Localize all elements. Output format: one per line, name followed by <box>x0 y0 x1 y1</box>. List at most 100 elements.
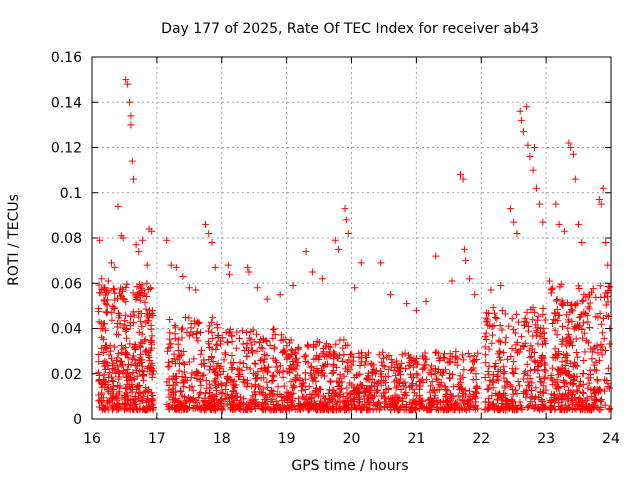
data-point <box>513 405 521 413</box>
data-point <box>523 360 531 368</box>
data-point <box>147 325 155 333</box>
data-point <box>184 393 192 401</box>
data-point <box>275 403 283 411</box>
data-point <box>592 366 600 374</box>
data-point <box>123 366 131 374</box>
data-point <box>137 318 145 326</box>
data-point <box>320 405 328 413</box>
data-point <box>263 378 271 386</box>
data-point <box>594 377 602 385</box>
data-point <box>312 388 320 396</box>
data-point <box>300 393 308 401</box>
data-point <box>225 375 233 383</box>
data-point <box>484 368 492 376</box>
data-point <box>539 304 547 312</box>
data-point <box>253 375 261 383</box>
data-point <box>586 324 594 332</box>
data-point <box>432 252 440 260</box>
data-point <box>588 402 596 410</box>
data-point <box>539 218 547 226</box>
chart-title: Day 177 of 2025, Rate Of TEC Index for r… <box>161 21 539 37</box>
data-point <box>334 391 342 399</box>
data-point <box>248 382 256 390</box>
data-point <box>551 345 559 353</box>
data-point <box>601 347 609 355</box>
data-point <box>574 387 582 395</box>
data-point <box>172 405 180 413</box>
data-point <box>527 394 535 402</box>
data-point <box>528 345 536 353</box>
data-point <box>179 359 187 367</box>
data-point <box>559 364 567 372</box>
data-point <box>583 337 591 345</box>
data-point <box>110 285 118 293</box>
data-point <box>454 392 462 400</box>
data-point <box>422 297 430 305</box>
data-point <box>114 363 122 371</box>
data-point <box>395 406 403 414</box>
data-point <box>198 372 206 380</box>
data-point <box>434 365 442 373</box>
data-point <box>348 350 356 358</box>
data-point <box>362 404 370 412</box>
data-point <box>106 368 114 376</box>
data-point <box>567 388 575 396</box>
data-point <box>556 390 564 398</box>
data-point <box>228 376 236 384</box>
data-point <box>319 362 327 370</box>
data-point <box>573 362 581 370</box>
data-point <box>116 311 124 319</box>
data-point <box>588 348 596 356</box>
data-point <box>597 200 605 208</box>
data-point <box>138 367 146 375</box>
data-point <box>135 248 143 256</box>
data-point <box>510 218 518 226</box>
data-point <box>191 320 199 328</box>
data-point <box>202 390 210 398</box>
data-point <box>497 282 505 290</box>
data-point <box>334 383 342 390</box>
data-point <box>558 340 566 348</box>
data-point <box>555 311 563 319</box>
data-point <box>579 334 587 342</box>
data-point <box>364 369 372 377</box>
data-point <box>171 404 179 412</box>
data-point <box>293 362 301 370</box>
data-point <box>593 385 601 393</box>
data-point <box>597 397 605 405</box>
data-point <box>515 348 523 356</box>
data-point <box>267 386 275 394</box>
data-point <box>357 382 365 390</box>
data-point <box>399 397 407 405</box>
data-point <box>139 371 147 379</box>
data-point <box>453 402 461 410</box>
data-point <box>102 326 110 334</box>
data-point <box>448 370 456 378</box>
data-point <box>449 405 457 413</box>
data-point <box>531 365 539 373</box>
data-point <box>231 384 239 392</box>
data-point <box>272 363 280 371</box>
data-point <box>466 403 474 411</box>
data-point <box>526 382 534 390</box>
data-point <box>345 356 353 364</box>
data-point <box>580 356 588 364</box>
data-point <box>501 384 509 392</box>
data-point <box>459 356 467 364</box>
data-point <box>135 308 143 316</box>
data-point <box>107 259 115 267</box>
data-point <box>356 361 364 369</box>
data-point <box>340 351 348 359</box>
data-point <box>193 368 201 376</box>
data-point <box>459 351 467 359</box>
data-point <box>128 157 136 165</box>
data-point <box>121 400 129 408</box>
data-point <box>584 384 592 392</box>
data-point <box>508 344 516 352</box>
data-point <box>356 380 364 388</box>
data-point <box>523 103 531 111</box>
data-point <box>149 392 157 400</box>
data-point <box>568 300 576 308</box>
data-point <box>340 372 348 380</box>
data-point <box>135 328 143 336</box>
